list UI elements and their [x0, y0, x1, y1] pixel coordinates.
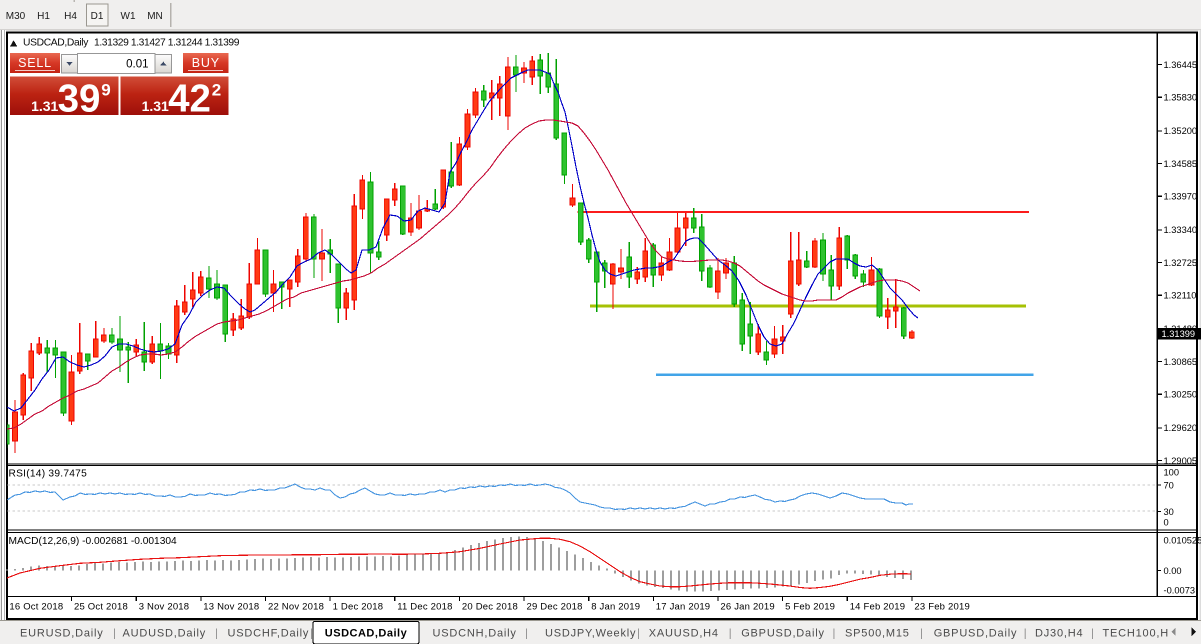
svg-text:|: |	[113, 628, 116, 640]
svg-text:|: |	[1024, 628, 1027, 640]
svg-text:|: |	[729, 628, 732, 640]
svg-text:1.31399: 1.31399	[1162, 329, 1196, 339]
svg-text:0: 0	[1164, 517, 1169, 527]
svg-text:16 Oct 2018: 16 Oct 2018	[9, 602, 63, 613]
svg-text:|: |	[637, 628, 640, 640]
svg-text:1.33340: 1.33340	[1164, 225, 1198, 235]
svg-text:0.010525: 0.010525	[1164, 536, 1201, 546]
svg-text:1.36445: 1.36445	[1164, 60, 1198, 70]
svg-text:42: 42	[168, 78, 211, 121]
svg-text:USDCHF,Daily: USDCHF,Daily	[228, 628, 310, 640]
svg-text:EURUSD,Daily: EURUSD,Daily	[20, 628, 104, 640]
svg-text:8 Jan 2019: 8 Jan 2019	[591, 602, 640, 613]
svg-text:RSI(14) 39.7475: RSI(14) 39.7475	[9, 469, 88, 480]
svg-text:70: 70	[1164, 480, 1174, 490]
svg-text:AUDUSD,Daily: AUDUSD,Daily	[123, 628, 207, 640]
svg-text:|: |	[310, 628, 313, 640]
svg-text:W1: W1	[121, 11, 136, 22]
svg-text:13 Nov 2018: 13 Nov 2018	[203, 602, 259, 613]
svg-text:17 Jan 2019: 17 Jan 2019	[656, 602, 711, 613]
svg-text:TECH100,H: TECH100,H	[1103, 628, 1170, 640]
svg-text:2: 2	[212, 81, 221, 100]
svg-text:1.32110: 1.32110	[1164, 291, 1197, 301]
svg-text:|: |	[215, 628, 218, 640]
svg-text:0.00: 0.00	[1164, 566, 1182, 576]
svg-text:BUY: BUY	[192, 56, 220, 70]
svg-text:GBPUSD,Daily: GBPUSD,Daily	[741, 628, 825, 640]
svg-text:39: 39	[58, 78, 101, 121]
svg-text:22 Nov 2018: 22 Nov 2018	[268, 602, 324, 613]
svg-text:|: |	[833, 628, 836, 640]
svg-text:1.31: 1.31	[31, 98, 58, 114]
svg-text:DJ30,H4: DJ30,H4	[1035, 628, 1083, 640]
svg-text:USDCAD,Daily: USDCAD,Daily	[325, 628, 408, 640]
svg-text:23 Feb 2019: 23 Feb 2019	[914, 602, 970, 613]
svg-text:29 Dec 2018: 29 Dec 2018	[527, 602, 583, 613]
svg-text:SELL: SELL	[18, 56, 52, 70]
svg-text:1.30250: 1.30250	[1164, 390, 1198, 400]
svg-text:1 Dec 2018: 1 Dec 2018	[333, 602, 384, 613]
svg-text:SP500,M15: SP500,M15	[845, 628, 910, 640]
svg-text:1.35830: 1.35830	[1164, 93, 1198, 103]
svg-text:1.29620: 1.29620	[1164, 423, 1198, 433]
svg-text:MN: MN	[147, 11, 163, 22]
svg-text:9: 9	[101, 81, 110, 100]
svg-text:1.33970: 1.33970	[1164, 192, 1198, 202]
svg-text:1.35200: 1.35200	[1164, 126, 1198, 136]
svg-text:GBPUSD,Daily: GBPUSD,Daily	[934, 628, 1018, 640]
svg-text:USDCAD,Daily: USDCAD,Daily	[23, 38, 89, 49]
svg-text:H4: H4	[64, 11, 77, 22]
svg-text:MACD(12,26,9) -0.002681 -0.001: MACD(12,26,9) -0.002681 -0.001304	[9, 536, 178, 547]
svg-text:1.31: 1.31	[142, 98, 169, 114]
svg-text:D1: D1	[91, 11, 104, 22]
svg-text:1.34585: 1.34585	[1164, 159, 1198, 169]
svg-text:H1: H1	[37, 11, 50, 22]
svg-text:|: |	[920, 628, 923, 640]
svg-text:0.01: 0.01	[126, 58, 148, 70]
svg-text:XAUUSD,H4: XAUUSD,H4	[649, 628, 719, 640]
svg-text:11 Dec 2018: 11 Dec 2018	[397, 602, 452, 613]
svg-text:26 Jan 2019: 26 Jan 2019	[720, 602, 775, 613]
svg-text:100: 100	[1164, 468, 1180, 478]
svg-text:|: |	[525, 628, 528, 640]
svg-text:3 Nov 2018: 3 Nov 2018	[139, 602, 190, 613]
svg-text:1.30865: 1.30865	[1164, 357, 1198, 367]
svg-text:1.32725: 1.32725	[1164, 258, 1198, 268]
svg-text:25 Oct 2018: 25 Oct 2018	[74, 602, 128, 613]
svg-text:5 Feb 2019: 5 Feb 2019	[785, 602, 835, 613]
svg-text:1.29005: 1.29005	[1164, 456, 1198, 466]
svg-text:USDJPY,Weekly: USDJPY,Weekly	[545, 628, 636, 640]
svg-text:|: |	[1091, 628, 1094, 640]
svg-text:M30: M30	[6, 11, 26, 22]
svg-text:USDCNH,Daily: USDCNH,Daily	[433, 628, 517, 640]
svg-text:30: 30	[1164, 507, 1174, 517]
svg-text:-0.0073: -0.0073	[1164, 586, 1196, 596]
svg-text:20 Dec 2018: 20 Dec 2018	[462, 602, 518, 613]
svg-text:14 Feb 2019: 14 Feb 2019	[850, 602, 906, 613]
svg-text:1.31329 1.31427 1.31244 1.3139: 1.31329 1.31427 1.31244 1.31399	[94, 38, 240, 49]
